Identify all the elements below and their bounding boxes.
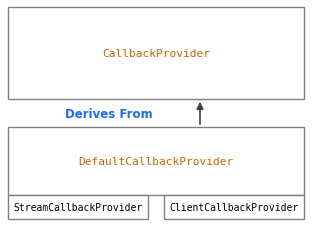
- Text: DefaultCallbackProvider: DefaultCallbackProvider: [78, 156, 234, 166]
- Text: CallbackProvider: CallbackProvider: [102, 49, 210, 59]
- Bar: [8, 8, 304, 100]
- Bar: [164, 195, 304, 219]
- Bar: [8, 127, 304, 195]
- Text: ClientCallbackProvider: ClientCallbackProvider: [169, 202, 299, 212]
- Bar: [8, 195, 148, 219]
- Text: StreamCallbackProvider: StreamCallbackProvider: [13, 202, 143, 212]
- Text: Derives From: Derives From: [65, 107, 153, 120]
